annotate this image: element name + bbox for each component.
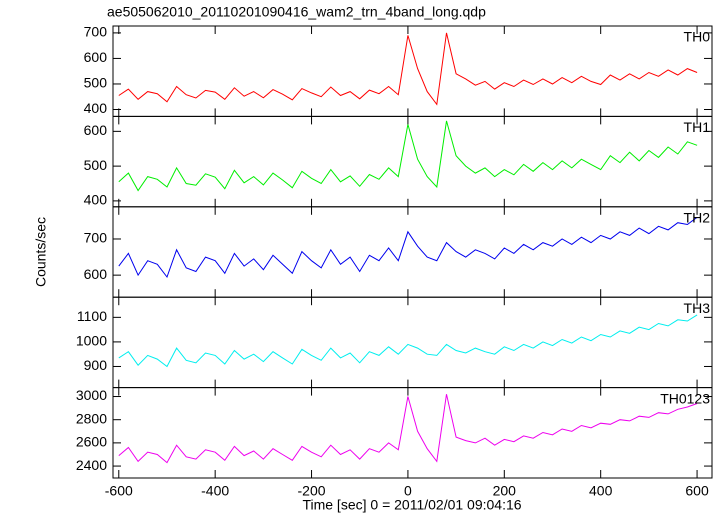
series-label: TH3 bbox=[684, 300, 711, 316]
chart-title: ae505062010_20110201090416_wam2_trn_4ban… bbox=[107, 4, 486, 20]
x-tick-label: -600 bbox=[105, 483, 133, 499]
series-label: TH1 bbox=[684, 119, 711, 135]
data-line bbox=[118, 394, 698, 464]
data-line bbox=[118, 120, 698, 192]
panel-frame bbox=[112, 25, 713, 117]
y-tick-label: 400 bbox=[84, 192, 108, 208]
y-tick-label: 2600 bbox=[76, 434, 107, 450]
x-tick-label: 600 bbox=[685, 483, 709, 499]
data-line bbox=[118, 32, 698, 106]
y-tick-label: 3000 bbox=[76, 387, 107, 403]
panel-frame bbox=[112, 296, 713, 389]
x-tick-label: -200 bbox=[298, 483, 326, 499]
y-tick-label: 2400 bbox=[76, 457, 107, 473]
series-label: TH0123 bbox=[660, 390, 710, 406]
y-tick-label: 700 bbox=[84, 24, 108, 40]
y-tick-label: 500 bbox=[84, 157, 108, 173]
data-line bbox=[118, 314, 698, 368]
y-tick-label: 1100 bbox=[77, 308, 107, 324]
y-tick-label: 700 bbox=[84, 230, 108, 246]
series-label: TH2 bbox=[684, 210, 711, 226]
y-tick-label: 600 bbox=[84, 122, 108, 138]
x-tick-label: 400 bbox=[589, 483, 613, 499]
y-axis-label: Counts/sec bbox=[33, 217, 49, 287]
y-tick-label: 500 bbox=[84, 75, 108, 91]
x-tick-label: -400 bbox=[201, 483, 229, 499]
x-tick-label: 0 bbox=[404, 483, 412, 499]
y-tick-label: 600 bbox=[84, 49, 108, 65]
x-axis-label: Time [sec] 0 = 2011/02/01 09:04:16 bbox=[302, 497, 521, 513]
panel-frame bbox=[112, 206, 713, 298]
panel-frame bbox=[112, 387, 713, 479]
y-tick-label: 600 bbox=[84, 266, 108, 282]
data-line bbox=[118, 216, 698, 279]
panel-frame bbox=[112, 115, 713, 208]
y-tick-label: 2800 bbox=[76, 410, 107, 426]
y-tick-label: 1000 bbox=[76, 333, 107, 349]
series-label: TH0 bbox=[684, 29, 711, 45]
y-tick-label: 900 bbox=[84, 357, 108, 373]
x-tick-label: 200 bbox=[493, 483, 517, 499]
y-tick-label: 400 bbox=[84, 100, 108, 116]
